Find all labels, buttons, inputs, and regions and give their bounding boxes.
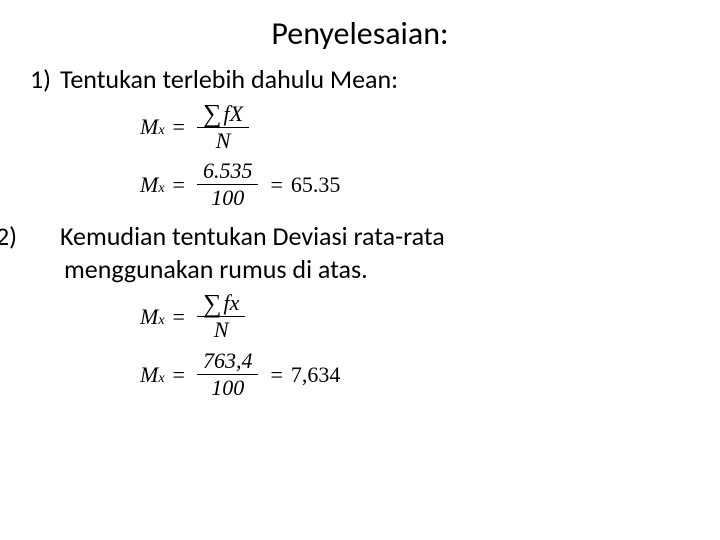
formula-dev-symbolic: Mx = ∑ fx N (140, 291, 690, 342)
formula2-M: M (140, 171, 158, 199)
formula-block-1: Mx = ∑ fX N Mx = (140, 102, 690, 211)
formula1-M: M (140, 113, 158, 141)
formula3-top: ∑ fx (197, 291, 245, 315)
page-title: Penyelesaian: (30, 14, 690, 53)
formula1-X: X (230, 102, 243, 126)
formula2-eq1: = (173, 171, 185, 199)
slide: Penyelesaian: 1)Tentukan terlebih dahulu… (0, 0, 720, 540)
formula1-sub: x (158, 122, 164, 140)
formula1-eq: = (173, 113, 185, 141)
formula4-sub: x (158, 370, 164, 388)
formula4-bot: 100 (205, 376, 250, 400)
item1-number: 1) (30, 63, 60, 96)
formula1-fraction: ∑ fX N (197, 102, 249, 153)
formula-dev-numeric: Mx = 763,4 100 = 7,634 (140, 349, 690, 400)
sigma-icon: ∑ (203, 292, 222, 315)
formula2-top: 6.535 (197, 159, 259, 183)
formula3-x: x (230, 291, 240, 315)
formula-mean-symbolic: Mx = ∑ fX N (140, 102, 690, 153)
formula2-bot: 100 (205, 186, 250, 210)
formula4-eq2: = (270, 361, 282, 389)
formula3-fraction: ∑ fx N (197, 291, 245, 342)
item2-line2: menggunakan rumus di atas. (64, 253, 368, 285)
formula4-top: 763,4 (197, 349, 259, 373)
formula1-top: ∑ fX (197, 102, 249, 126)
formula-mean-numeric: Mx = 6.535 100 = 65.35 (140, 159, 690, 210)
formula1-bot: N (210, 129, 237, 153)
item2-number: 2) (30, 220, 60, 253)
formula2-sub: x (158, 180, 164, 198)
steps-list: 1)Tentukan terlebih dahulu Mean: Mx = ∑ … (30, 63, 690, 400)
formula-block-2: Mx = ∑ fx N Mx = (140, 291, 690, 400)
formula3-eq: = (173, 303, 185, 331)
formula3-M: M (140, 303, 158, 331)
formula2-result: 65.35 (291, 171, 341, 199)
formula4-eq1: = (173, 361, 185, 389)
formula3-bot: N (208, 318, 235, 342)
item2-text-wrap: 2)Kemudian tentukan Deviasi rata-rata me… (30, 220, 690, 285)
formula2-eq2: = (270, 171, 282, 199)
formula4-fraction: 763,4 100 (197, 349, 259, 400)
formula2-fraction: 6.535 100 (197, 159, 259, 210)
list-item-2: 2)Kemudian tentukan Deviasi rata-rata me… (30, 220, 690, 400)
formula4-result: 7,634 (291, 361, 341, 389)
item1-text: Tentukan terlebih dahulu Mean: (60, 63, 398, 95)
formula4-M: M (140, 361, 158, 389)
formula3-sub: x (158, 312, 164, 330)
item2-line1: Kemudian tentukan Deviasi rata-rata (60, 220, 445, 252)
sigma-icon: ∑ (203, 102, 222, 125)
body-content: 1)Tentukan terlebih dahulu Mean: Mx = ∑ … (30, 63, 690, 400)
list-item-1: 1)Tentukan terlebih dahulu Mean: Mx = ∑ … (30, 63, 690, 210)
